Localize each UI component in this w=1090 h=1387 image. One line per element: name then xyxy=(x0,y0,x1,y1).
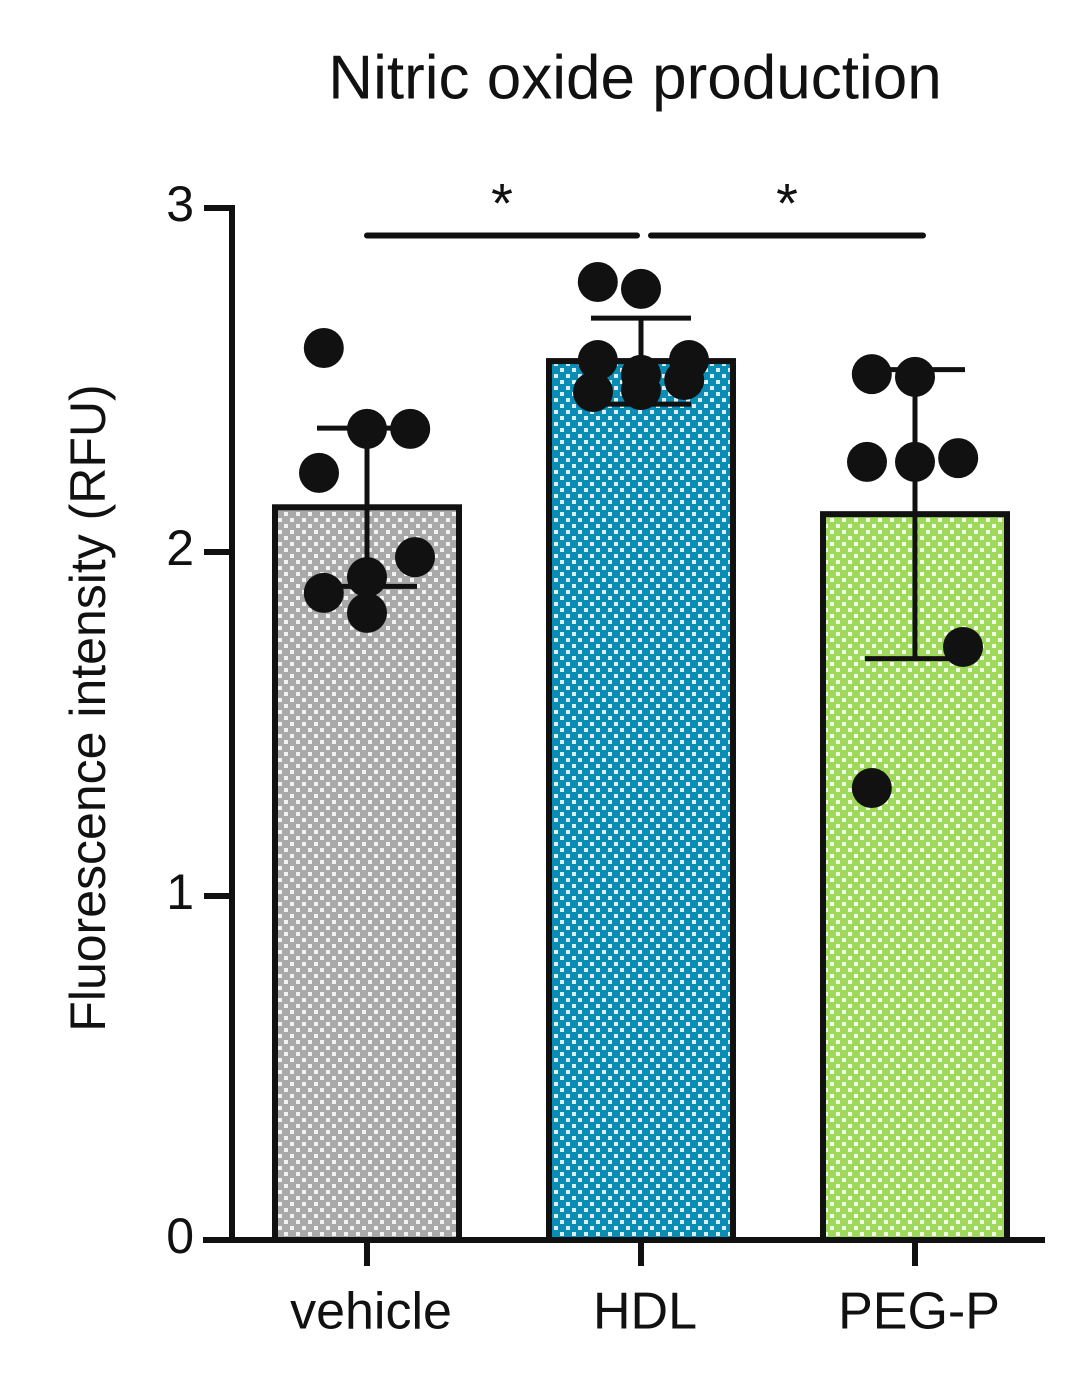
data-point xyxy=(943,626,983,667)
y-tick-label: 0 xyxy=(166,1208,194,1264)
data-point xyxy=(621,268,661,309)
y-axis-label: Fluorescence intensity (RFU) xyxy=(60,384,116,1031)
data-point xyxy=(895,356,935,397)
data-point xyxy=(621,354,661,395)
data-point xyxy=(390,408,431,449)
data-point xyxy=(938,438,979,479)
data-point xyxy=(847,441,887,482)
data-point xyxy=(347,408,387,449)
chart-title: Nitric oxide production xyxy=(328,43,941,112)
data-point xyxy=(303,572,344,613)
y-tick-label: 1 xyxy=(166,864,194,920)
x-tick-label: PEG-P xyxy=(838,1283,1000,1341)
x-tick-label: HDL xyxy=(593,1283,697,1341)
significance-star: * xyxy=(776,171,798,234)
data-point xyxy=(299,452,339,493)
data-point xyxy=(895,441,935,482)
data-point xyxy=(577,261,618,302)
data-point xyxy=(851,354,892,395)
x-tick-label: vehicle xyxy=(290,1283,452,1341)
data-point xyxy=(347,592,387,633)
data-point xyxy=(669,340,709,381)
y-tick-label: 2 xyxy=(166,520,194,576)
data-point xyxy=(395,537,435,578)
data-point xyxy=(851,767,892,808)
data-point xyxy=(573,372,613,413)
y-tick-label: 3 xyxy=(166,176,194,232)
bar xyxy=(546,358,736,1243)
data-point xyxy=(577,340,618,381)
data-point xyxy=(347,557,387,598)
data-point xyxy=(303,328,344,369)
significance-star: * xyxy=(491,171,513,234)
